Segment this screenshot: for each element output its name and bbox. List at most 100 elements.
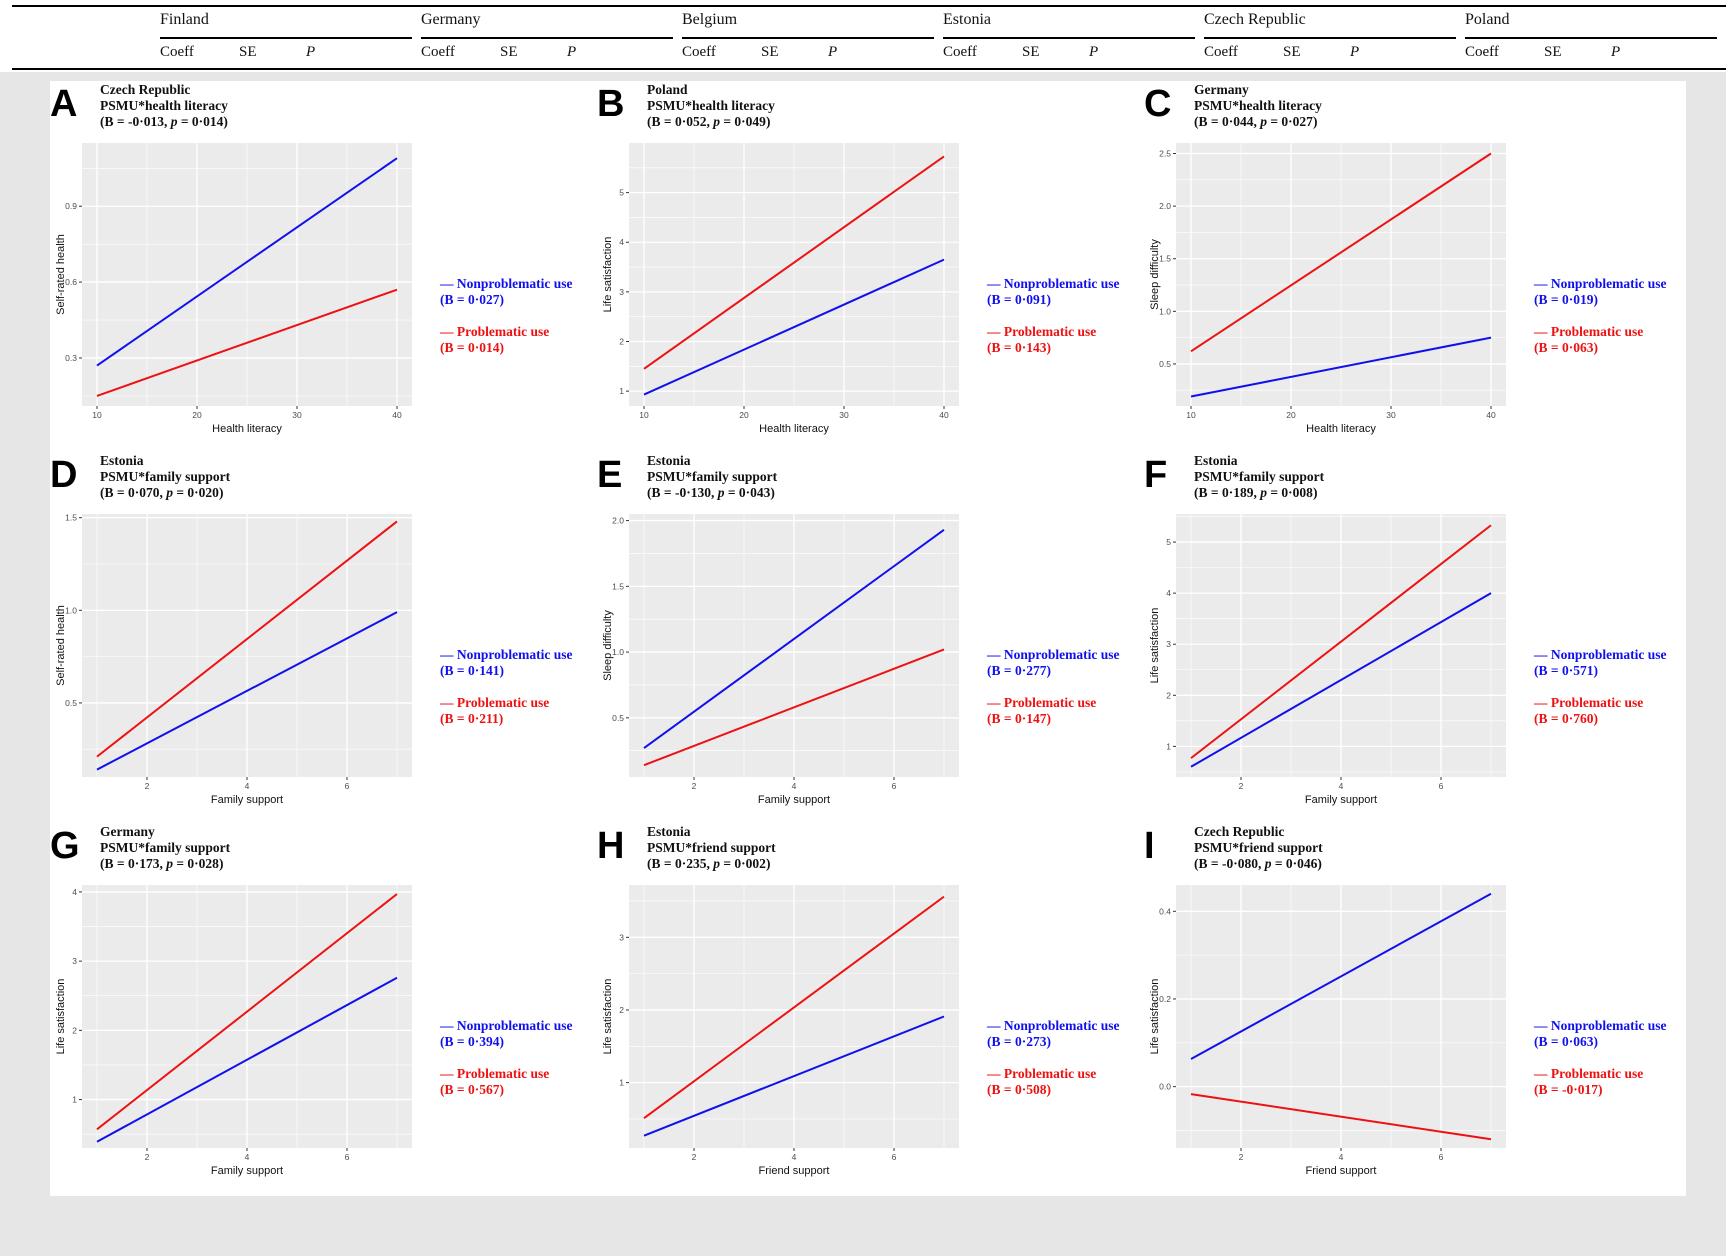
y-tick-label: 5 <box>1166 537 1171 547</box>
legend-b-value: 0·273 <box>1014 1034 1047 1049</box>
series-line-nonproblematic <box>1190 592 1492 768</box>
legend-coefficient: (B = 0·273) <box>987 1034 1051 1049</box>
panel-interaction: PSMU*health literacy <box>647 98 775 113</box>
legend: — Nonproblematic use (B = 0·394) — Problem… <box>440 1018 573 1098</box>
column-header-se: SE <box>1283 44 1301 60</box>
column-header-p: P <box>1611 44 1621 60</box>
panel-country: Germany <box>1194 82 1249 97</box>
series-line-problematic <box>96 288 398 397</box>
legend-b-value: 0·211 <box>467 711 499 726</box>
legend-coefficient: (B = 0·141) <box>440 663 504 678</box>
panel-letter: B <box>597 83 625 125</box>
panel-country: Czech Republic <box>100 82 191 97</box>
stat-p: 0·014 <box>191 114 224 129</box>
panel-interaction: PSMU*family support <box>1194 469 1325 484</box>
stat-p: 0·020 <box>187 485 219 500</box>
x-axis-label: Family support <box>211 794 283 806</box>
x-tick-label: 2 <box>692 781 697 791</box>
y-tick-label: 0.0 <box>1159 1082 1171 1092</box>
country-header-belgium: Belgium <box>682 11 738 28</box>
legend-b-value: 0·063 <box>1561 340 1594 355</box>
legend-b-value: 0·063 <box>1561 1034 1594 1049</box>
legend-coefficient: (B = 0·147) <box>987 711 1051 726</box>
x-tick-label: 6 <box>892 781 897 791</box>
column-header-p: P <box>1350 44 1360 60</box>
y-tick-label: 3 <box>619 932 624 942</box>
x-tick-label: 6 <box>345 1152 350 1162</box>
legend: — Nonproblematic use (B = 0·063) — Problem… <box>1534 1018 1667 1098</box>
panel-title: Germany PSMU*family support (B = 0·173, p … <box>100 824 230 872</box>
column-header-p: P <box>567 44 577 60</box>
legend-entry-problematic: — Problematic use <box>987 324 1097 339</box>
panel-title: Poland PSMU*health literacy (B = 0·052, p … <box>647 82 775 130</box>
x-axis-label: Friend support <box>759 1165 830 1177</box>
panel-title: Estonia PSMU*family support (B = 0·189, p … <box>1194 453 1324 501</box>
panel-letter: F <box>1144 454 1168 496</box>
x-tick-label: 6 <box>1439 1152 1444 1162</box>
panel-i: I Czech Republic PSMU*friend support (B = -… <box>1144 823 1684 1191</box>
y-axis-label: Life satisfaction <box>55 979 67 1055</box>
y-axis-label: Self-rated health <box>55 234 67 315</box>
legend-coefficient: (B = 0·019) <box>1534 292 1598 307</box>
series-line-problematic <box>1190 152 1492 353</box>
y-axis-label: Life satisfaction <box>1149 979 1161 1055</box>
panel-stats: (B = 0·044, p = 0·027) <box>1194 114 1318 129</box>
x-axis-label: Health literacy <box>1306 423 1376 435</box>
legend-coefficient: (B = 0·508) <box>987 1082 1051 1097</box>
column-header-coeff: Coeff <box>421 44 455 60</box>
x-tick-label: 4 <box>245 781 250 791</box>
x-tick-label: 2 <box>145 1152 150 1162</box>
series-line-nonproblematic <box>643 258 945 396</box>
panel-stats: (B = -0·080, p = 0·046) <box>1194 856 1322 871</box>
x-tick-label: 2 <box>1239 781 1244 791</box>
panel-stats: (B = 0·189, p = 0·008) <box>1194 485 1318 500</box>
panel-a: A Czech Republic PSMU*health literacy (B = … <box>50 81 590 449</box>
series-line-nonproblematic <box>643 1015 945 1137</box>
legend-entry-problematic: — Problematic use <box>987 1066 1097 1081</box>
stat-b: 0·173 <box>127 856 160 871</box>
legend-entry-problematic: — Problematic use <box>987 695 1097 710</box>
y-axis-label: Self-rated health <box>55 605 67 686</box>
panel-interaction: PSMU*friend support <box>647 840 776 855</box>
legend-coefficient: (B = 0·277) <box>987 663 1051 678</box>
legend-coefficient: (B = 0·014) <box>440 340 504 355</box>
table-header: Finland Coeff SE P Germany Coeff SE P Belgium Coe… <box>0 0 1726 72</box>
y-tick-label: 2.0 <box>1159 201 1171 211</box>
stat-b: -0·080 <box>1221 856 1258 871</box>
y-tick-label: 1 <box>1166 741 1171 751</box>
panel-stats: (B = -0·013, p = 0·014) <box>100 114 228 129</box>
x-axis-label: Health literacy <box>212 423 282 435</box>
panel-letter: D <box>50 454 78 496</box>
y-tick-label: 4 <box>72 887 77 897</box>
y-tick-label: 2.0 <box>612 516 624 526</box>
y-tick-label: 0.5 <box>612 713 624 723</box>
legend-b-value: 0·760 <box>1561 711 1594 726</box>
column-header-p: P <box>306 44 316 60</box>
y-axis-label: Life satisfaction <box>1149 608 1161 684</box>
legend: — Nonproblematic use (B = 0·027) — Problem… <box>440 276 573 356</box>
stat-p: 0·028 <box>187 856 219 871</box>
x-tick-label: 6 <box>345 781 350 791</box>
legend-entry-problematic: — Problematic use <box>440 695 550 710</box>
plot-h: 2 4 6 1 2 3 Friend support Life satisfaction <box>602 885 959 1177</box>
stat-p: 0·008 <box>1281 485 1313 500</box>
y-tick-label: 3 <box>1166 639 1171 649</box>
panel-stats: (B = 0·070, p = 0·020) <box>100 485 224 500</box>
y-axis-label: Sleep difficulty <box>1149 239 1161 310</box>
x-tick-label: 2 <box>692 1152 697 1162</box>
column-header-p: P <box>828 44 838 60</box>
panel-title: Czech Republic PSMU*health literacy (B = -… <box>100 82 228 130</box>
legend-coefficient: (B = 0·394) <box>440 1034 504 1049</box>
legend-entry-nonproblematic: — Nonproblematic use <box>1534 276 1667 291</box>
y-tick-label: 2 <box>619 336 624 346</box>
plot-f: 2 4 6 1 2 3 4 5 Family support Life satisfaction <box>1149 514 1506 806</box>
y-tick-label: 3 <box>72 956 77 966</box>
x-axis-label: Friend support <box>1306 1165 1377 1177</box>
legend: — Nonproblematic use (B = 0·019) — Problem… <box>1534 276 1667 356</box>
stat-p: 0·027 <box>1281 114 1313 129</box>
legend-b-value: 0·508 <box>1014 1082 1047 1097</box>
legend-b-value: 0·567 <box>467 1082 500 1097</box>
country-header-czech-republic: Czech Republic <box>1204 11 1306 28</box>
panel-title: Estonia PSMU*friend support (B = 0·235, p … <box>647 824 776 872</box>
x-tick-label: 40 <box>1486 410 1496 420</box>
